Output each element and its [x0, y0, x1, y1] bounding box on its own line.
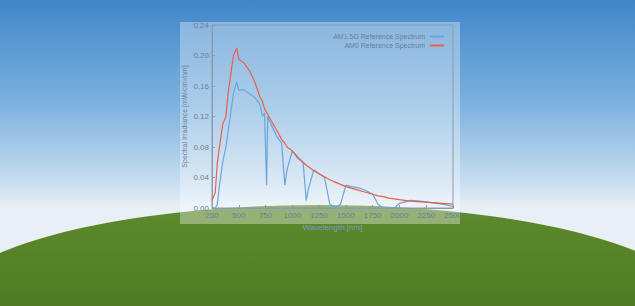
- svg-text:2250: 2250: [417, 211, 435, 220]
- svg-text:AM1.5G Reference Spectrum: AM1.5G Reference Spectrum: [333, 33, 425, 41]
- svg-text:0.04: 0.04: [193, 173, 209, 182]
- svg-text:1750: 1750: [364, 211, 382, 220]
- svg-text:Spectral Irradiance [mW/cm²/nm: Spectral Irradiance [mW/cm²/nm]: [181, 65, 189, 167]
- svg-text:0.24: 0.24: [193, 21, 209, 30]
- svg-text:2000: 2000: [391, 211, 409, 220]
- svg-text:1000: 1000: [283, 211, 301, 220]
- svg-text:0.08: 0.08: [193, 143, 209, 152]
- svg-text:750: 750: [259, 211, 273, 220]
- svg-text:0.00: 0.00: [193, 203, 209, 213]
- svg-text:250: 250: [205, 211, 219, 220]
- svg-text:500: 500: [232, 211, 246, 220]
- svg-text:1500: 1500: [337, 211, 355, 220]
- svg-text:0.16: 0.16: [193, 82, 209, 91]
- svg-text:2500: 2500: [444, 211, 462, 220]
- svg-text:0.20: 0.20: [193, 51, 209, 60]
- svg-text:Wavelength [nm]: Wavelength [nm]: [303, 223, 363, 232]
- svg-text:0.12: 0.12: [193, 112, 209, 121]
- svg-text:AM0 Reference Spectrum: AM0 Reference Spectrum: [344, 42, 425, 50]
- svg-text:1250: 1250: [310, 211, 328, 220]
